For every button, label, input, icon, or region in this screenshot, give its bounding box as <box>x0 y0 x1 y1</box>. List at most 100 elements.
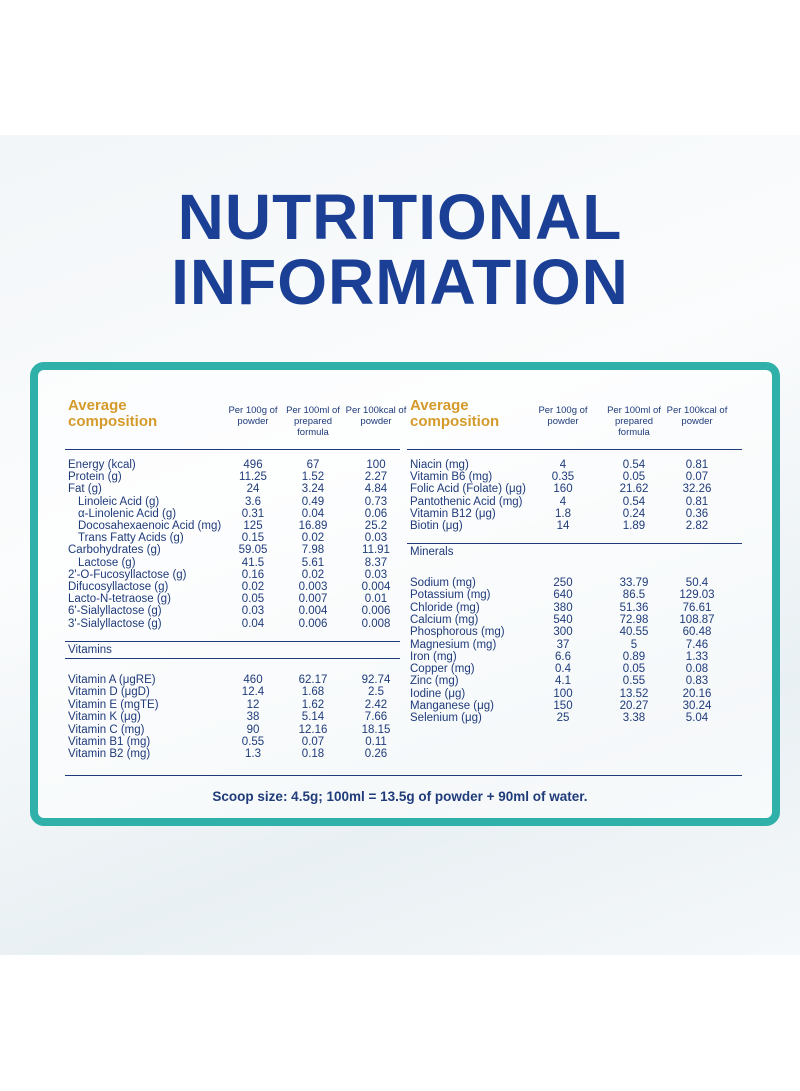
cell-value: 50.4 <box>685 577 709 589</box>
row-label: Calcium (mg) <box>410 613 479 626</box>
row-label: Sodium (mg) <box>410 577 476 589</box>
cell-value: 0.24 <box>622 507 646 520</box>
cell-value: 2.27 <box>364 471 388 484</box>
cell-value: 20.27 <box>619 700 649 712</box>
cell-value: 7.98 <box>301 544 325 557</box>
cell-value: 51.36 <box>619 601 649 614</box>
cell-value: 0.03 <box>364 532 388 545</box>
cell-value: 3.38 <box>622 712 646 725</box>
cell-value: 59.05 <box>238 544 268 557</box>
cell-value: 0.16 <box>241 568 265 581</box>
row-label: Fat (g) <box>68 483 102 496</box>
row-label: Difucosyllactose (g) <box>68 581 169 593</box>
row-label: Lactose (g) <box>78 556 136 569</box>
cell-value: 0.18 <box>301 748 325 761</box>
cell-value: 1.62 <box>301 698 325 711</box>
cell-value: 129.03 <box>679 589 715 602</box>
column-header: Per 100kcal of powder <box>666 405 728 427</box>
section-heading: Vitamins <box>68 644 112 656</box>
cell-value: 13.52 <box>619 687 649 700</box>
cell-value: 11.25 <box>239 471 267 484</box>
cell-value: 0.11 <box>365 736 387 748</box>
cell-value: 92.74 <box>361 674 391 686</box>
row-label: Vitamin B12 (μg) <box>410 507 496 520</box>
divider <box>65 775 742 776</box>
cell-value: 90 <box>246 723 260 736</box>
row-label: Protein (g) <box>68 471 122 484</box>
cell-value: 0.89 <box>622 650 646 663</box>
cell-value: 0.006 <box>298 617 328 630</box>
cell-value: 0.05 <box>622 663 646 676</box>
cell-value: 0.07 <box>685 471 709 484</box>
cell-value: 100 <box>366 459 386 471</box>
cell-value: 30.24 <box>682 700 712 712</box>
column-header: Per 100g of powder <box>538 405 588 427</box>
cell-value: 0.02 <box>301 568 325 581</box>
cell-value: 72.98 <box>619 613 649 626</box>
row-label: Energy (kcal) <box>68 459 136 471</box>
row-label: Lacto-N-tetraose (g) <box>68 593 171 606</box>
cell-value: 2.82 <box>685 520 709 532</box>
cell-value: 108.87 <box>679 613 715 626</box>
divider <box>65 658 400 659</box>
cell-value: 1.33 <box>685 650 709 663</box>
cell-value: 0.55 <box>622 675 646 688</box>
row-label: Magnesium (mg) <box>410 638 497 651</box>
cell-value: 5.04 <box>685 712 709 725</box>
cell-value: 21.62 <box>619 483 649 496</box>
title: INFORMATION <box>171 246 629 318</box>
row-label: Chloride (mg) <box>410 601 480 614</box>
cell-value: 38 <box>246 711 260 724</box>
section-heading: Minerals <box>410 546 454 558</box>
divider <box>407 543 742 544</box>
row-label: Phosphorous (mg) <box>410 626 505 639</box>
cell-value: 0.83 <box>685 675 709 688</box>
cell-value: 7.66 <box>364 711 388 724</box>
cell-value: 2.42 <box>364 698 388 711</box>
cell-value: 100 <box>553 687 573 700</box>
cell-value: 0.26 <box>364 748 388 761</box>
cell-value: 0.003 <box>298 581 328 593</box>
row-label: Potassium (mg) <box>410 589 491 602</box>
cell-value: 86.5 <box>622 589 646 602</box>
cell-value: 0.006 <box>361 605 391 618</box>
column-header: Per 100ml of prepared formula <box>286 405 340 438</box>
cell-value: 0.49 <box>301 495 325 508</box>
cell-value: 640 <box>553 589 573 602</box>
row-label: 2'-O-Fucosyllactose (g) <box>68 568 187 581</box>
cell-value: 8.37 <box>364 556 388 569</box>
cell-value: 76.61 <box>682 601 712 614</box>
row-label: Pantothenic Acid (mg) <box>410 495 523 508</box>
cell-value: 0.008 <box>361 617 391 630</box>
cell-value: 37 <box>556 638 570 651</box>
row-label: Iron (mg) <box>410 650 457 663</box>
cell-value: 0.004 <box>361 581 391 593</box>
divider <box>65 641 400 642</box>
cell-value: 0.07 <box>301 736 325 748</box>
cell-value: 4 <box>559 495 567 508</box>
cell-value: 3.6 <box>245 495 261 508</box>
cell-value: 0.02 <box>301 532 325 545</box>
row-label: Iodine (μg) <box>410 687 466 700</box>
cell-value: 20.16 <box>682 687 712 700</box>
cell-value: 25 <box>556 712 570 725</box>
cell-value: 41.5 <box>241 556 265 569</box>
divider <box>407 449 742 450</box>
cell-value: 496 <box>243 459 263 471</box>
footnote: Scoop size: 4.5g; 100ml = 13.5g of powde… <box>212 789 588 804</box>
row-label: Selenium (μg) <box>410 712 482 725</box>
table-frame <box>30 362 780 826</box>
column-header: Per 100ml of prepared formula <box>607 405 661 438</box>
cell-value: 0.73 <box>364 495 388 508</box>
row-label: Trans Fatty Acids (g) <box>78 532 184 545</box>
cell-value: 540 <box>553 613 573 626</box>
row-label: Vitamin D (μgD) <box>68 686 150 699</box>
row-label: Biotin (μg) <box>410 520 463 532</box>
cell-value: 4.1 <box>555 675 571 688</box>
row-label: Vitamin B6 (mg) <box>410 471 493 484</box>
cell-value: 5.14 <box>301 711 325 724</box>
cell-value: 62.17 <box>298 674 328 686</box>
cell-value: 0.31 <box>241 507 265 520</box>
cell-value: 0.02 <box>241 581 265 593</box>
column-heading: Average composition <box>410 397 500 430</box>
